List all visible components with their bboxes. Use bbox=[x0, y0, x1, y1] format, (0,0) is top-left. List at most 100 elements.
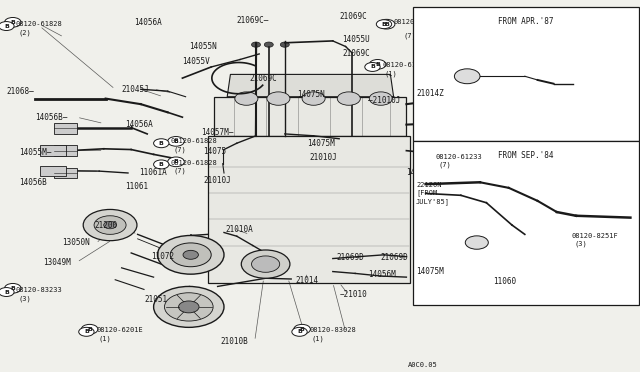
FancyBboxPatch shape bbox=[413, 7, 639, 141]
Text: FROM SEP.'84: FROM SEP.'84 bbox=[498, 151, 554, 160]
Text: 14056A: 14056A bbox=[125, 120, 152, 129]
Circle shape bbox=[120, 231, 130, 237]
Text: 08120-6201E: 08120-6201E bbox=[96, 327, 143, 333]
Text: 21069C: 21069C bbox=[250, 74, 277, 83]
Circle shape bbox=[0, 22, 14, 31]
Circle shape bbox=[168, 157, 184, 167]
Text: 11060: 11060 bbox=[477, 124, 500, 133]
Text: B: B bbox=[4, 23, 9, 29]
Text: B: B bbox=[425, 155, 430, 161]
Circle shape bbox=[376, 20, 392, 29]
FancyBboxPatch shape bbox=[413, 141, 639, 305]
Circle shape bbox=[252, 132, 260, 137]
Text: 21069D: 21069D bbox=[381, 253, 408, 262]
Circle shape bbox=[90, 214, 100, 219]
Text: 21014: 21014 bbox=[296, 276, 319, 285]
Circle shape bbox=[454, 69, 480, 84]
Circle shape bbox=[90, 231, 100, 237]
Text: −22120: −22120 bbox=[448, 96, 476, 105]
Text: 14056M: 14056M bbox=[368, 270, 396, 279]
Circle shape bbox=[465, 146, 482, 155]
Circle shape bbox=[4, 283, 21, 293]
Text: B: B bbox=[297, 329, 302, 334]
Circle shape bbox=[369, 60, 386, 69]
Text: (2): (2) bbox=[19, 29, 31, 36]
Circle shape bbox=[456, 168, 466, 174]
Text: 08120-83233: 08120-83233 bbox=[16, 287, 63, 293]
Text: 11061A: 11061A bbox=[140, 169, 167, 177]
Text: (7): (7) bbox=[173, 147, 186, 153]
Circle shape bbox=[164, 293, 213, 321]
Circle shape bbox=[170, 243, 211, 267]
Text: 21069D: 21069D bbox=[445, 176, 472, 185]
Circle shape bbox=[154, 286, 224, 327]
Text: B: B bbox=[4, 289, 9, 295]
Circle shape bbox=[337, 92, 360, 105]
Text: B: B bbox=[10, 286, 15, 291]
Text: B: B bbox=[381, 22, 387, 27]
Text: B: B bbox=[173, 139, 179, 144]
Circle shape bbox=[465, 146, 480, 155]
Circle shape bbox=[0, 288, 14, 296]
Circle shape bbox=[577, 172, 588, 178]
Circle shape bbox=[294, 324, 310, 334]
Text: 14056B: 14056B bbox=[19, 178, 47, 187]
Text: 21069C: 21069C bbox=[339, 12, 367, 21]
Circle shape bbox=[79, 327, 94, 336]
Text: 21068—: 21068— bbox=[6, 87, 34, 96]
Text: 08120-61233: 08120-61233 bbox=[382, 62, 429, 68]
Text: 21010A: 21010A bbox=[226, 225, 253, 234]
Text: 21069D: 21069D bbox=[336, 253, 364, 262]
Text: 14056A: 14056A bbox=[134, 18, 162, 27]
Circle shape bbox=[555, 231, 572, 241]
Circle shape bbox=[154, 160, 169, 169]
Circle shape bbox=[378, 19, 395, 29]
Text: A0C0.05: A0C0.05 bbox=[408, 362, 438, 368]
Text: 13049M: 13049M bbox=[44, 258, 71, 267]
Circle shape bbox=[292, 327, 307, 336]
Text: (7): (7) bbox=[438, 161, 451, 168]
Text: B: B bbox=[87, 327, 92, 332]
Text: B: B bbox=[84, 329, 89, 334]
Polygon shape bbox=[214, 97, 406, 136]
Text: —21010J: —21010J bbox=[368, 96, 401, 105]
Text: 21014Z: 21014Z bbox=[416, 89, 444, 97]
Text: 21051: 21051 bbox=[144, 295, 167, 304]
Circle shape bbox=[157, 235, 224, 274]
Circle shape bbox=[120, 214, 130, 219]
Bar bbox=[40, 145, 66, 156]
Circle shape bbox=[154, 139, 169, 148]
Circle shape bbox=[465, 150, 482, 159]
Polygon shape bbox=[227, 74, 394, 97]
Text: B: B bbox=[561, 234, 566, 239]
Circle shape bbox=[267, 92, 290, 105]
Bar bbox=[54, 168, 77, 178]
Circle shape bbox=[369, 92, 392, 105]
Circle shape bbox=[419, 153, 436, 163]
Circle shape bbox=[252, 42, 260, 47]
Text: 14056B—: 14056B— bbox=[35, 113, 68, 122]
Circle shape bbox=[94, 216, 126, 234]
Circle shape bbox=[168, 137, 184, 146]
Circle shape bbox=[302, 92, 325, 105]
Text: 11061: 11061 bbox=[125, 182, 148, 191]
Text: 21069C—: 21069C— bbox=[237, 16, 269, 25]
Bar bbox=[40, 166, 66, 176]
Text: 08120-61233: 08120-61233 bbox=[435, 154, 482, 160]
Text: (1): (1) bbox=[312, 335, 324, 342]
Text: B: B bbox=[159, 141, 164, 146]
Circle shape bbox=[183, 250, 198, 259]
Text: 08120-83028: 08120-83028 bbox=[309, 327, 356, 333]
Text: 14075M: 14075M bbox=[416, 267, 444, 276]
Text: B: B bbox=[384, 22, 389, 27]
Text: 21069C: 21069C bbox=[342, 49, 370, 58]
Circle shape bbox=[265, 132, 273, 137]
Polygon shape bbox=[208, 136, 410, 283]
Text: 08120-61828: 08120-61828 bbox=[171, 138, 218, 144]
Text: 13050N: 13050N bbox=[62, 238, 90, 247]
Text: −21010: −21010 bbox=[339, 291, 367, 299]
Text: 21200: 21200 bbox=[95, 221, 118, 230]
Text: 21010J: 21010J bbox=[309, 153, 337, 162]
Circle shape bbox=[4, 17, 21, 27]
Text: 14056N: 14056N bbox=[406, 169, 434, 177]
